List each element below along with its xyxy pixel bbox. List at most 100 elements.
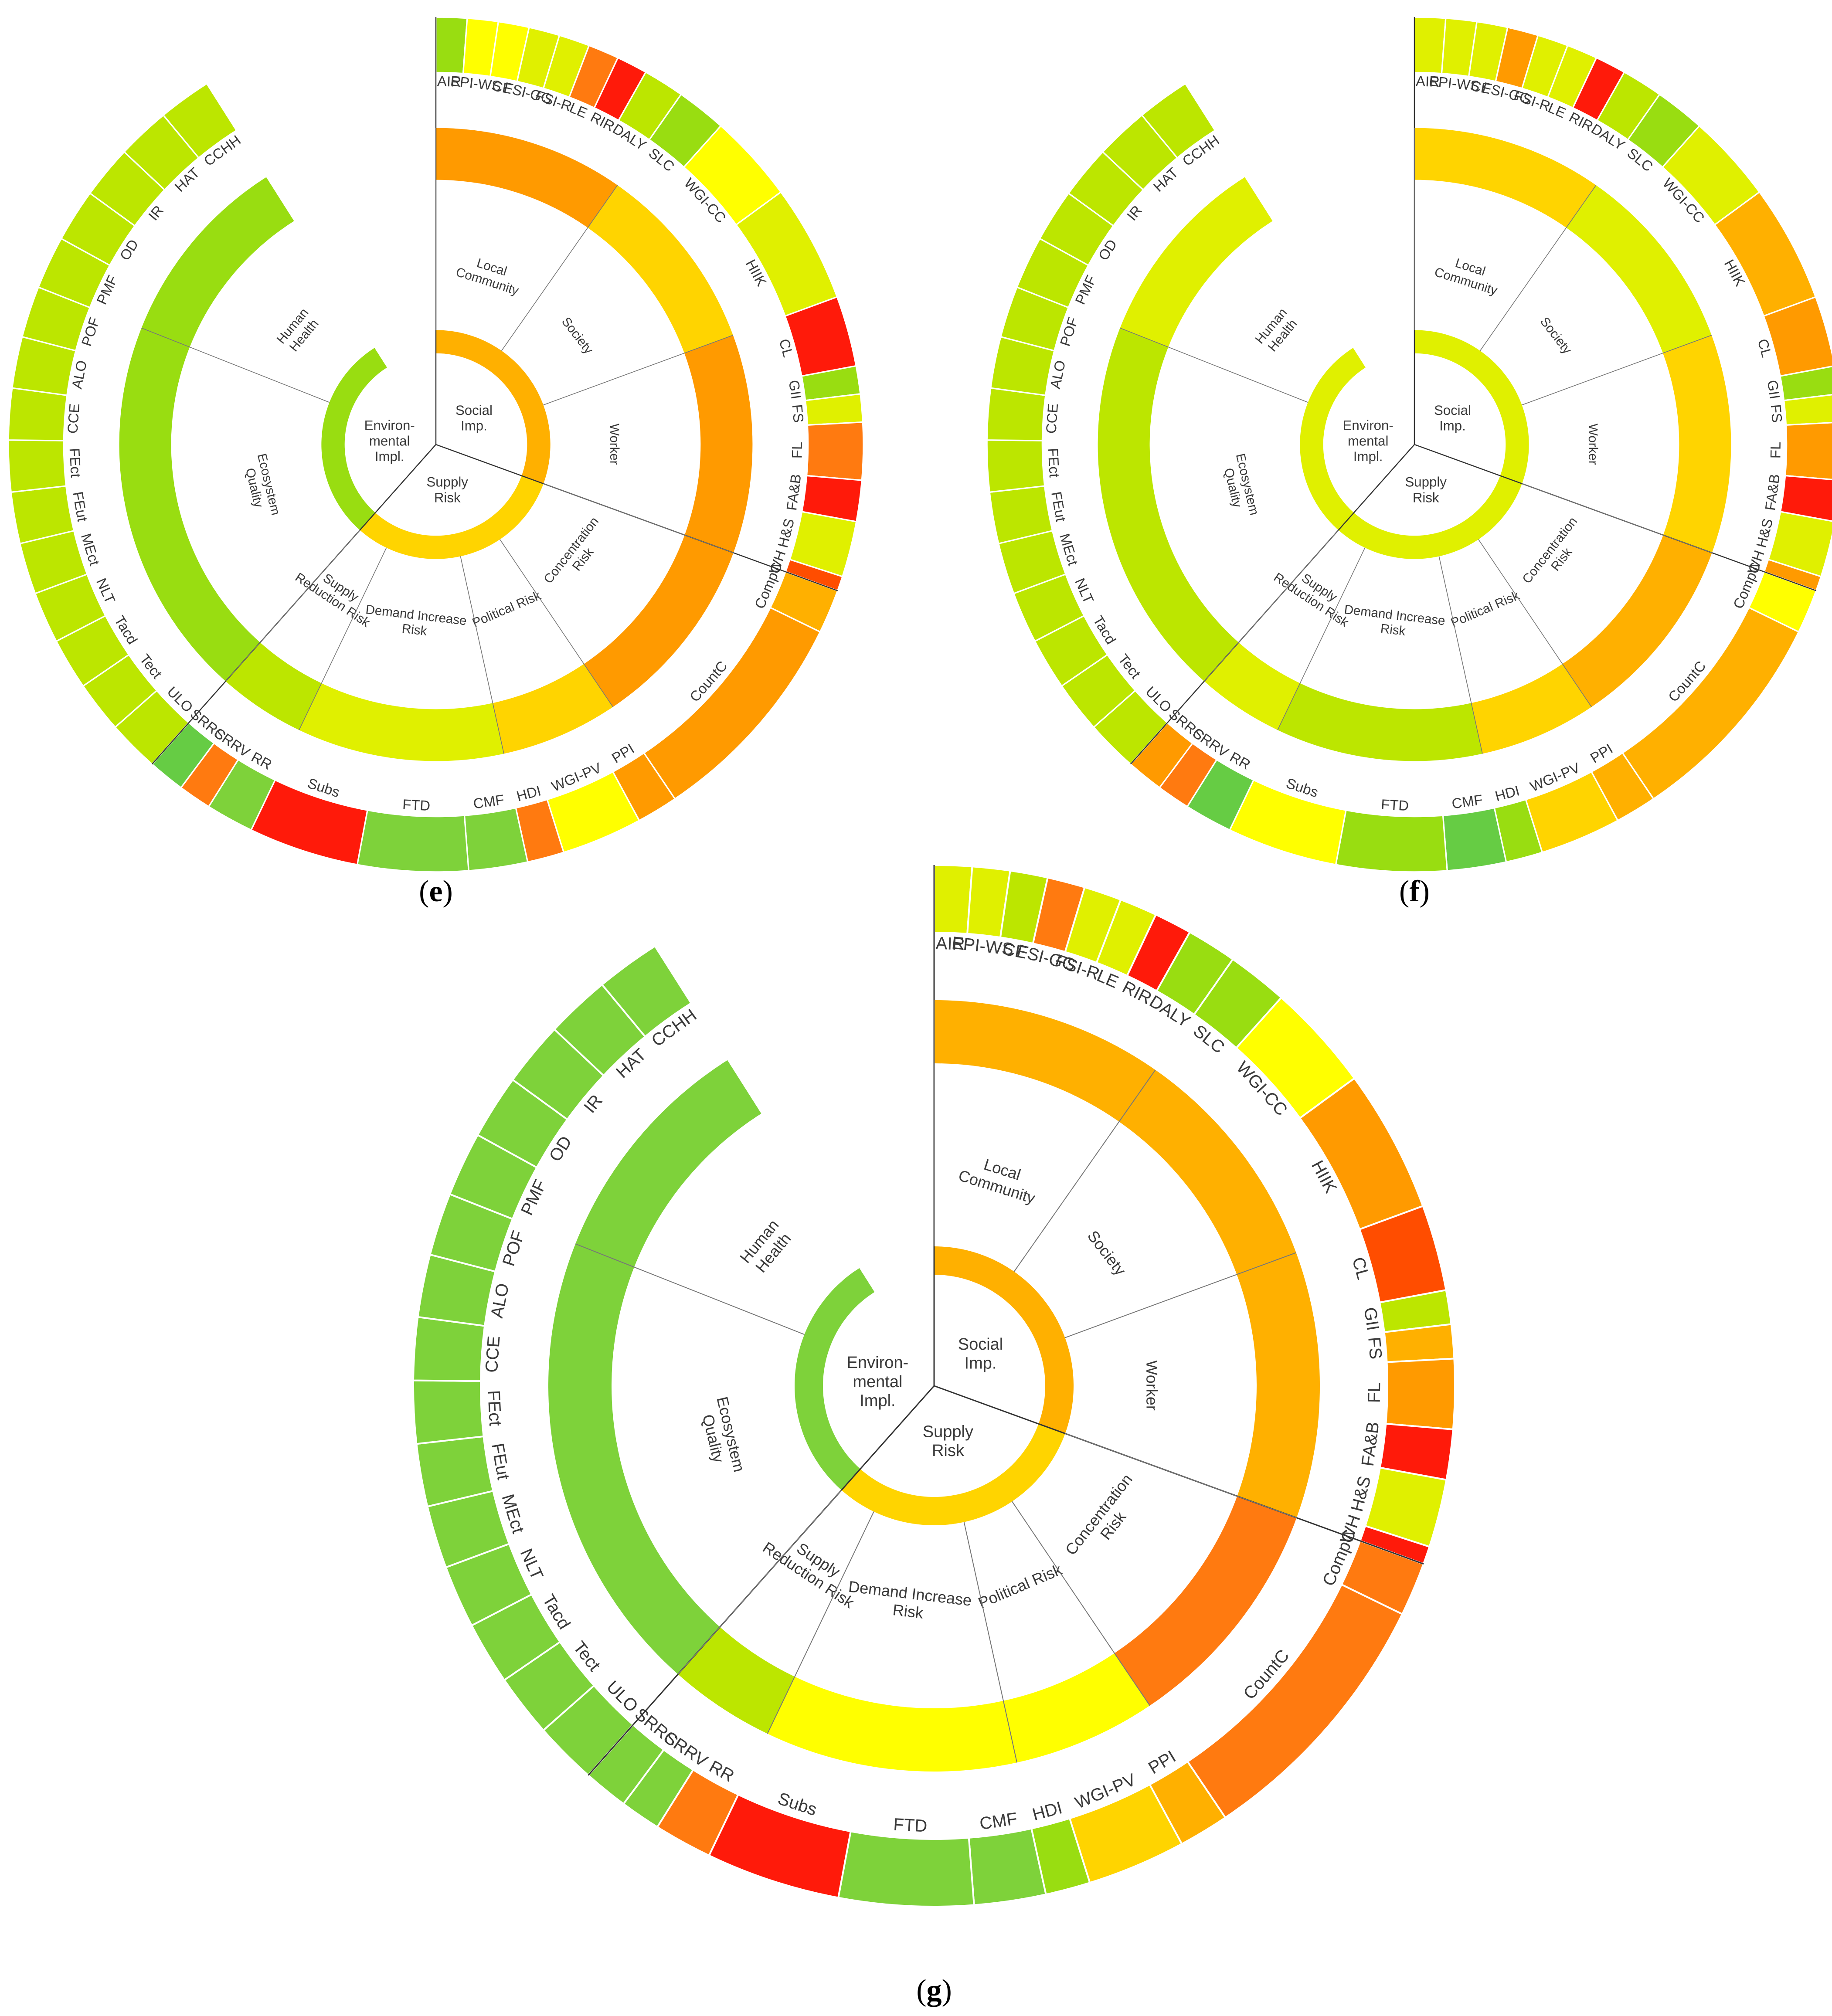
subcategory-divider xyxy=(575,1243,805,1335)
subcategory-label-society: Society xyxy=(1537,315,1574,357)
subcategory-divider xyxy=(963,1522,1018,1763)
subcategory-divider xyxy=(767,1511,874,1734)
indicator-segment-cce xyxy=(412,1316,486,1382)
indicator-label-ftd: FTD xyxy=(1380,796,1409,814)
indicator-label-gii: GII xyxy=(786,379,805,400)
subcategory-divider xyxy=(1013,1069,1156,1272)
indicator-label-gii: GII xyxy=(1764,379,1783,400)
subcategory-divider xyxy=(460,556,504,754)
indicator-segment-ftd xyxy=(1335,809,1448,873)
category-label-social-imp: Social Imp. xyxy=(1434,403,1471,434)
subcategory-segment-concentration-risk xyxy=(1562,535,1712,707)
indicator-segment-cce xyxy=(7,387,68,441)
indicator-segment-air xyxy=(1414,16,1447,75)
indicator-segment-cchh xyxy=(1141,82,1216,159)
subcategory-label-concentration-risk: ConcentrationRisk xyxy=(1062,1470,1150,1569)
indicator-label-cce: CCE xyxy=(64,403,82,434)
subcategory-label-demand-increase-risk: Demand IncreaseRisk xyxy=(363,602,467,643)
indicator-label-ce: CE xyxy=(1001,939,1029,962)
category-label-environ-mental-impl: Environ-mental Impl. xyxy=(847,1354,909,1410)
indicator-label-ftd: FTD xyxy=(402,796,431,814)
indicator-segment-ftd xyxy=(356,809,470,873)
subcategory-label-human-health: HumanHealth xyxy=(1252,305,1301,356)
subcategory-segment-ecosystem-quality xyxy=(119,328,260,682)
category-label-supply-risk: Supply Risk xyxy=(426,474,468,505)
indicator-segment-cmf xyxy=(463,807,529,872)
category-segment-supply-risk xyxy=(1338,475,1522,559)
subcategory-label-human-health: HumanHealth xyxy=(736,1216,796,1278)
indicator-segment-air xyxy=(435,16,468,75)
indicator-label-fl: FL xyxy=(789,442,805,459)
indicator-label-fl: FL xyxy=(1365,1382,1384,1403)
indicator-label-feut: FEut xyxy=(1048,490,1069,523)
category-label-social-imp: Social Imp. xyxy=(455,403,493,434)
subcategory-divider xyxy=(1065,1433,1297,1518)
subcategory-label-local-community: LocalCommunity xyxy=(956,1149,1043,1207)
subcategory-label-supply-reduction-risk: SupplyReduction Risk xyxy=(760,1523,868,1612)
subcategory-segment-political-risk xyxy=(1471,664,1592,754)
indicator-label-cce: CCE xyxy=(482,1335,504,1373)
subcategory-segment-human-health xyxy=(575,1060,761,1267)
indicator-label-air: AIR xyxy=(1416,73,1440,90)
subcategory-label-political-risk: Political Risk xyxy=(470,588,543,630)
subcategory-label-human-health: HumanHealth xyxy=(274,305,323,356)
indicator-label-fa-b: FA&B xyxy=(1762,473,1783,511)
subcategory-label-ecosystem-quality: EcosystemQuality xyxy=(240,452,283,520)
subcategory-label-local-community: LocalCommunity xyxy=(1433,251,1504,298)
category-label-environ-mental-impl: Environ-mental Impl. xyxy=(364,417,415,464)
indicator-label-fa-b: FA&B xyxy=(1358,1421,1383,1467)
subcategory-segment-concentration-risk xyxy=(584,535,734,707)
indicator-label-ce: CE xyxy=(491,78,513,97)
panel-label-g: (g) xyxy=(916,1974,952,2007)
subcategory-label-supply-reduction-risk: SupplyReduction Risk xyxy=(292,558,381,630)
subcategory-segment-ecosystem-quality xyxy=(548,1244,720,1674)
subcategory-label-demand-increase-risk: Demand IncreaseRisk xyxy=(1342,602,1446,643)
subcategory-segment-worker xyxy=(1237,1252,1320,1518)
indicator-segment-cmf xyxy=(968,1827,1047,1906)
subcategory-label-worker: Worker xyxy=(1143,1360,1161,1410)
indicator-label-cmf: CMF xyxy=(472,791,505,812)
subcategory-segment-concentration-risk xyxy=(1114,1496,1297,1706)
category-label-environ-mental-impl: Environ-mental Impl. xyxy=(1343,417,1394,464)
category-segment-social-imp xyxy=(436,330,551,484)
subcategory-segment-human-health xyxy=(141,177,294,347)
category-segment-supply-risk xyxy=(360,475,544,559)
indicator-segment-cchh xyxy=(601,945,693,1038)
sunburst-chart-e: AIREPI-WSCEFSI-GGFSI-RLERIRDALYSLCWGI-CC… xyxy=(7,16,864,873)
indicator-segment-fect xyxy=(412,1379,485,1445)
subcategory-divider xyxy=(299,547,387,730)
indicator-label-fa-b: FA&B xyxy=(783,473,804,511)
sunburst-chart-f: AIREPI-WSCEFSI-GGFSI-RLERIRDALYSLCWGI-CC… xyxy=(986,16,1832,873)
indicator-segment-fect xyxy=(986,439,1046,493)
subcategory-segment-political-risk xyxy=(493,664,613,754)
subcategory-label-ecosystem-quality: EcosystemQuality xyxy=(696,1395,748,1478)
subcategory-segment-demand-increase-risk xyxy=(1278,683,1482,761)
category-label-social-imp: Social Imp. xyxy=(958,1335,1003,1373)
subcategory-divider xyxy=(1479,185,1597,351)
subcategory-label-society: Society xyxy=(559,315,596,357)
panel-label-f: (f) xyxy=(1399,875,1430,908)
indicator-segment-fl xyxy=(806,421,864,481)
subcategory-divider xyxy=(543,335,734,406)
subcategory-segment-local-community xyxy=(436,128,618,228)
indicator-segment-fect xyxy=(7,439,67,493)
subcategory-segment-political-risk xyxy=(1003,1653,1150,1763)
indicator-segment-cce xyxy=(986,387,1047,441)
category-segment-environ-mental-impl xyxy=(321,348,387,530)
subcategory-divider xyxy=(1438,556,1483,754)
panel-label-e: (e) xyxy=(419,875,453,908)
indicator-label-cce: CCE xyxy=(1043,403,1061,434)
subcategory-label-political-risk: Political Risk xyxy=(975,1560,1065,1612)
subcategory-segment-demand-increase-risk xyxy=(299,683,504,761)
subcategory-segment-worker xyxy=(1663,335,1731,553)
subcategory-segment-human-health xyxy=(1120,177,1273,347)
indicator-label-fect: FEct xyxy=(484,1390,505,1426)
subcategory-divider xyxy=(500,539,613,707)
indicator-label-fs: FS xyxy=(789,404,807,423)
category-segment-supply-risk xyxy=(841,1424,1065,1525)
indicator-label-hdi: HDI xyxy=(1030,1798,1064,1824)
indicator-label-fs: FS xyxy=(1364,1336,1385,1360)
subcategory-segment-worker xyxy=(684,335,753,553)
